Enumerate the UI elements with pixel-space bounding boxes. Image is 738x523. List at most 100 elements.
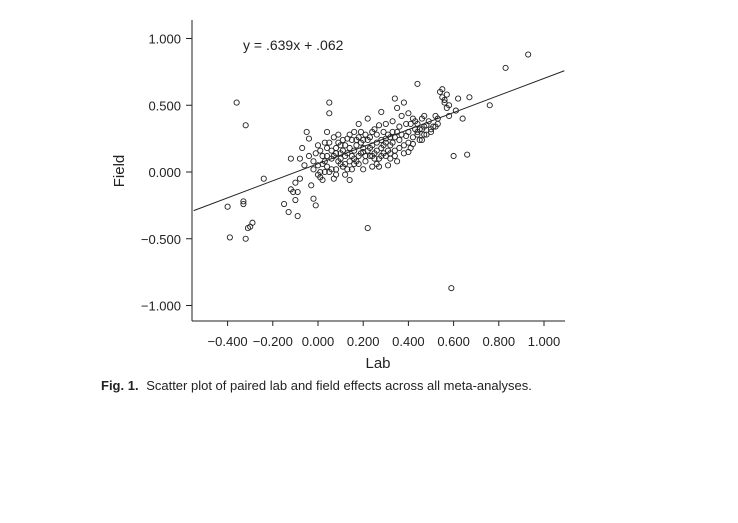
data-point — [378, 108, 385, 115]
data-point — [337, 160, 344, 168]
data-point — [378, 144, 385, 152]
data-point — [455, 95, 462, 102]
data-point — [287, 155, 294, 162]
data-point — [441, 96, 448, 103]
data-point — [242, 122, 249, 129]
data-point — [427, 128, 435, 135]
data-point — [378, 152, 385, 160]
data-point — [448, 285, 455, 292]
data-point — [400, 150, 407, 157]
data-point — [294, 188, 301, 196]
data-point — [310, 166, 317, 173]
x-tick-label: −0.200 — [253, 334, 293, 349]
data-point — [321, 168, 328, 176]
data-point — [450, 152, 457, 160]
data-point — [285, 208, 292, 216]
data-point — [240, 198, 247, 205]
data-point — [373, 139, 380, 146]
data-point — [409, 134, 416, 141]
data-point — [396, 136, 403, 144]
regression-equation: y = .639x + .062 — [243, 37, 344, 53]
data-point — [446, 112, 453, 119]
data-point — [403, 120, 410, 127]
data-point — [305, 135, 313, 142]
data-point — [432, 123, 439, 130]
data-point — [353, 142, 360, 149]
data-point — [357, 128, 364, 135]
data-point — [407, 144, 414, 152]
data-point — [321, 139, 328, 146]
data-point — [364, 225, 371, 232]
data-point — [355, 152, 362, 160]
data-point — [421, 112, 428, 119]
data-point — [407, 120, 414, 127]
data-point — [466, 94, 473, 101]
data-point — [328, 147, 335, 154]
data-point — [382, 120, 389, 127]
data-point — [326, 99, 333, 106]
x-tick-label: 0.200 — [347, 334, 380, 349]
data-point — [323, 144, 331, 152]
data-point — [387, 134, 394, 141]
data-point — [333, 144, 340, 152]
data-point — [342, 142, 349, 149]
data-point — [330, 134, 337, 141]
data-point — [351, 160, 358, 168]
data-point — [319, 152, 326, 160]
x-tick-label: 0.800 — [483, 334, 516, 349]
data-point — [362, 158, 369, 165]
data-point — [333, 171, 340, 178]
data-point — [396, 123, 403, 130]
data-point — [416, 136, 423, 144]
data-point — [294, 213, 301, 220]
scatter-plot: 1.000 0.500 0.000 −0.500 −1.000 −0.400 −0.200… — [111, 20, 565, 370]
data-point — [308, 182, 315, 189]
data-point — [391, 152, 398, 160]
data-point — [502, 64, 509, 71]
data-point — [281, 200, 288, 208]
data-point — [362, 152, 369, 160]
data-point — [362, 131, 369, 138]
data-point — [380, 128, 387, 135]
y-tick-label: 0.500 — [148, 98, 181, 113]
data-point — [389, 128, 396, 135]
data-point — [414, 131, 421, 138]
x-tick-label: 0.400 — [392, 334, 425, 349]
data-point — [301, 162, 308, 169]
data-point — [418, 126, 426, 133]
data-point — [394, 158, 401, 165]
data-point — [400, 99, 407, 106]
data-point — [398, 112, 405, 119]
data-point — [364, 115, 371, 122]
data-point — [317, 147, 324, 154]
data-point — [314, 142, 322, 149]
data-point — [346, 144, 353, 152]
data-point — [346, 176, 353, 184]
data-point — [292, 179, 299, 186]
data-point — [296, 175, 303, 182]
data-point — [486, 102, 493, 109]
x-tick-label: 0.000 — [302, 334, 335, 349]
data-point — [351, 128, 358, 135]
data-point — [375, 163, 383, 170]
data-point — [452, 107, 459, 114]
data-point — [409, 115, 416, 122]
data-point — [389, 139, 396, 146]
data-point — [348, 136, 355, 144]
data-point — [355, 134, 362, 141]
data-point — [421, 131, 428, 138]
data-point — [337, 142, 344, 149]
data-point — [412, 126, 419, 133]
data-point — [337, 150, 344, 157]
data-point — [240, 200, 247, 208]
data-point — [389, 118, 396, 125]
y-tick-label: 0.000 — [148, 165, 181, 180]
data-point — [351, 147, 358, 154]
data-point — [382, 139, 389, 146]
x-tick-label: 1.000 — [528, 334, 561, 349]
data-point — [344, 150, 351, 157]
data-point — [360, 136, 367, 144]
y-tick-label: 1.000 — [148, 32, 181, 47]
data-point — [414, 120, 421, 127]
x-axis-label: Lab — [365, 355, 390, 370]
